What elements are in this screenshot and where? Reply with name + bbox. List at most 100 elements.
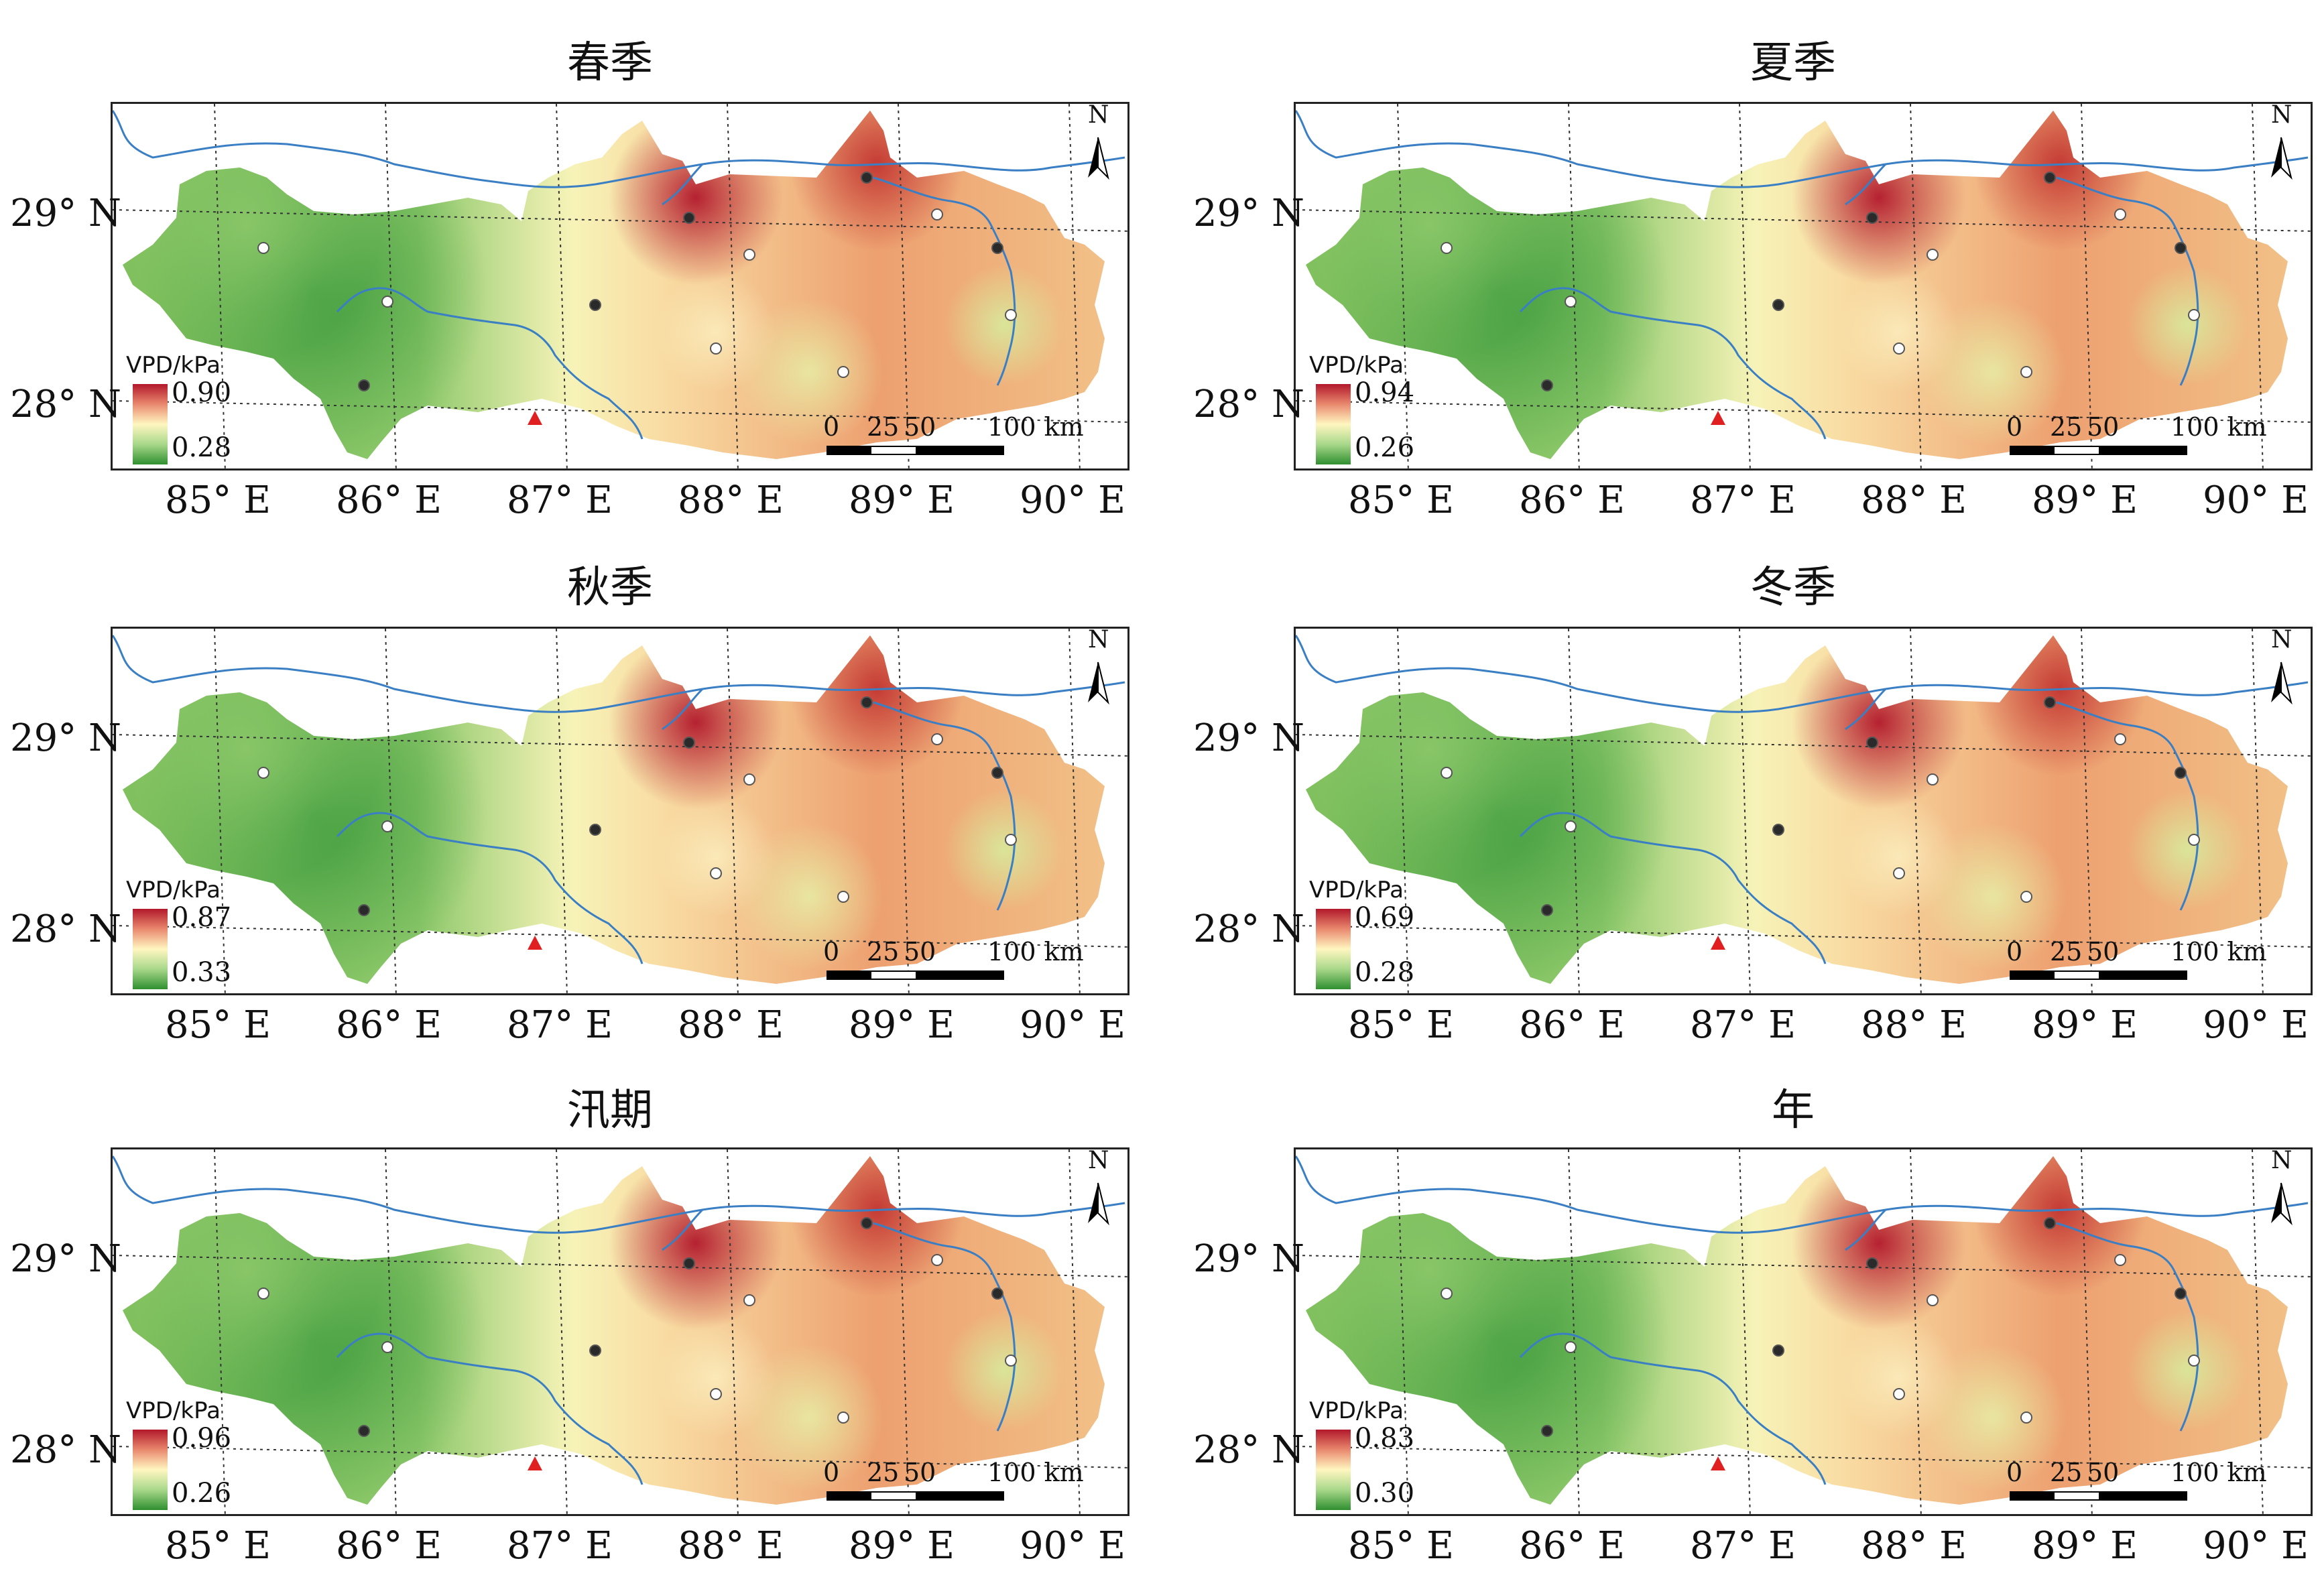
station-dot-icon <box>710 1388 722 1400</box>
longitude-label: 90° E <box>2203 1003 2309 1047</box>
river-line <box>1845 163 1887 206</box>
scale-bar-label: 50 <box>904 1458 936 1487</box>
station-dot-icon <box>1541 1425 1553 1437</box>
station-dot-icon <box>1893 867 1905 879</box>
station-dot-icon <box>2044 1217 2056 1229</box>
longitude-label: 87° E <box>1690 479 1796 522</box>
legend-color-bar <box>133 909 168 989</box>
scale-bar <box>2010 1491 2187 1501</box>
station-dot-icon <box>2020 366 2032 378</box>
station-dot-icon <box>2188 834 2200 846</box>
scale-bar <box>827 970 1004 980</box>
latitude-label: 29° N <box>10 716 122 760</box>
station-dot-icon <box>991 767 1003 779</box>
legend-title: VPD/kPa <box>1309 352 1404 379</box>
latitude-label: 29° N <box>10 192 122 235</box>
legend-color-bar <box>1316 909 1351 989</box>
map-frame: N VPD/kPa 0.94 0.26 0 25 50 100 km <box>1294 102 2313 470</box>
river-line <box>113 1155 1125 1234</box>
station-dot-icon <box>1772 1344 1784 1357</box>
river-line <box>336 287 644 440</box>
station-dot-icon <box>1927 1294 1939 1306</box>
river-line <box>1519 287 1827 440</box>
longitude-label: 89° E <box>849 1003 955 1047</box>
north-arrow-icon <box>2271 137 2292 180</box>
longitude-label: 90° E <box>2203 479 2309 522</box>
vpd-surface <box>1306 635 2288 984</box>
station-dot-icon <box>2175 1288 2187 1300</box>
meridian-line <box>1568 1149 1580 1514</box>
station-dot-icon <box>743 249 755 261</box>
legend-color-bar <box>133 384 168 464</box>
meridian-line <box>556 1149 568 1514</box>
longitude-label: 87° E <box>507 1524 613 1568</box>
station-dot-icon <box>1866 1257 1878 1269</box>
panel-title: 冬季 <box>1750 563 1836 613</box>
station-dot-icon <box>2020 891 2032 903</box>
meridian-line <box>1910 104 1922 468</box>
station-dot-icon <box>743 1294 755 1306</box>
station-dot-icon <box>683 212 695 224</box>
station-dot-icon <box>991 242 1003 254</box>
map-frame: N VPD/kPa 0.90 0.28 0 25 50 100 km <box>111 102 1129 470</box>
longitude-label: 90° E <box>1020 479 1125 522</box>
station-dot-icon <box>381 820 393 832</box>
scale-bar <box>827 446 1004 455</box>
river-line <box>1845 688 1887 731</box>
legend-min: 0.26 <box>1355 432 1415 463</box>
legend-min: 0.33 <box>172 957 232 988</box>
longitude-label: 86° E <box>336 479 442 522</box>
legend-color-bar <box>133 1430 168 1510</box>
station-dot-icon <box>257 1288 269 1300</box>
station-dot-icon <box>1441 242 1453 254</box>
meridian-line <box>556 629 568 993</box>
station-dot-icon <box>1541 904 1553 916</box>
latitude-label: 28° N <box>1193 907 1305 951</box>
legend-title: VPD/kPa <box>1309 1397 1404 1424</box>
meridian-line <box>1910 1149 1922 1514</box>
station-dot-icon <box>991 1288 1003 1300</box>
legend-max: 0.94 <box>1355 377 1415 408</box>
legend-max: 0.90 <box>172 377 232 408</box>
panel-title: 夏季 <box>1750 38 1836 88</box>
river-line <box>873 176 1016 386</box>
station-dot-icon <box>861 696 873 708</box>
meridian-line <box>1397 1149 1409 1514</box>
longitude-label: 88° E <box>1861 1524 1967 1568</box>
panel-title: 年 <box>1772 1086 1815 1135</box>
station-dot-icon <box>710 867 722 879</box>
panel-title: 汛期 <box>567 1086 653 1135</box>
station-dot-icon <box>2114 733 2126 745</box>
map-frame: N VPD/kPa 0.69 0.28 0 25 50 100 km <box>1294 627 2313 995</box>
north-arrow-icon <box>1088 137 1109 180</box>
station-dot-icon <box>1893 342 1905 355</box>
river-line <box>2056 176 2199 386</box>
legend-max: 0.87 <box>172 902 232 933</box>
longitude-label: 88° E <box>1861 1003 1967 1047</box>
vpd-surface <box>123 635 1105 984</box>
station-dot-icon <box>1772 824 1784 836</box>
legend-max: 0.96 <box>172 1423 232 1454</box>
map-frame: N VPD/kPa 0.96 0.26 0 25 50 100 km <box>111 1147 1129 1516</box>
meridian-line <box>214 104 226 468</box>
station-dot-icon <box>257 767 269 779</box>
river-line <box>1519 812 1827 964</box>
station-dot-icon <box>2175 767 2187 779</box>
station-dot-icon <box>589 824 601 836</box>
station-dot-icon <box>1565 820 1577 832</box>
longitude-label: 86° E <box>1519 479 1625 522</box>
longitude-label: 85° E <box>1348 1003 1454 1047</box>
station-dot-icon <box>381 296 393 308</box>
meridian-line <box>1397 104 1409 468</box>
station-dot-icon <box>710 342 722 355</box>
meridian-line <box>727 1149 739 1514</box>
legend-title: VPD/kPa <box>126 1397 221 1424</box>
north-label: N <box>1088 102 1109 129</box>
station-dot-icon <box>2175 242 2187 254</box>
legend-title: VPD/kPa <box>126 352 221 379</box>
station-dot-icon <box>931 208 943 221</box>
station-dot-icon <box>1441 1288 1453 1300</box>
parallel-line <box>113 209 1127 232</box>
station-dot-icon <box>358 1425 370 1437</box>
longitude-label: 90° E <box>1020 1003 1125 1047</box>
